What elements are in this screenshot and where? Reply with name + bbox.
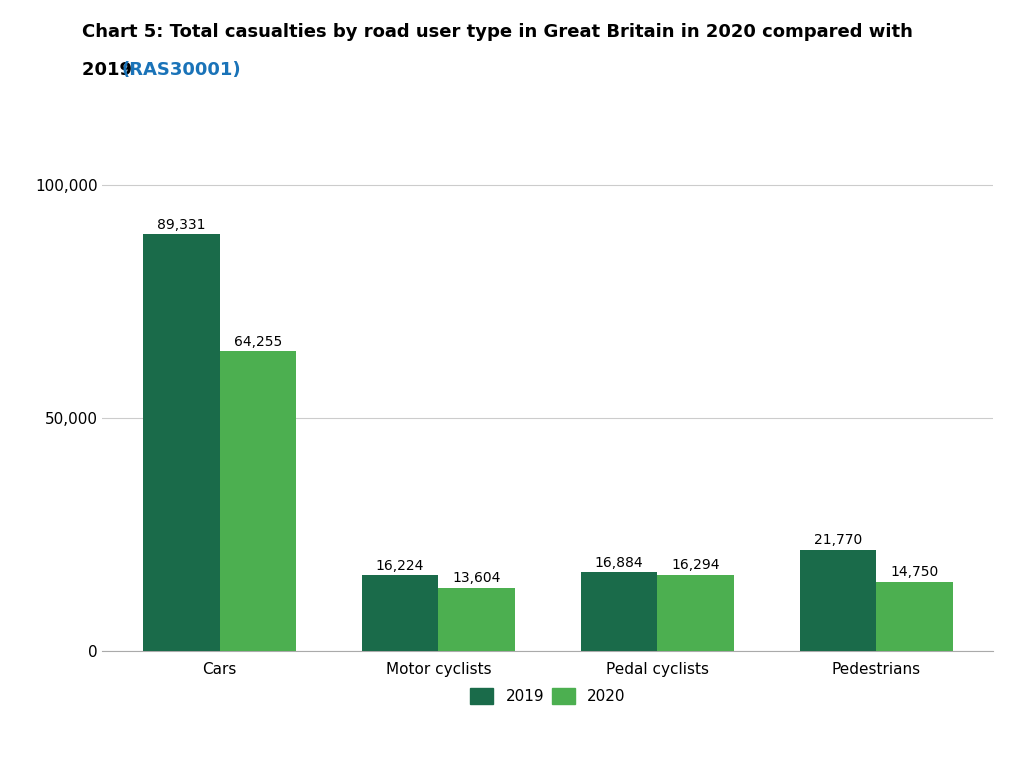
Bar bbox=[361, 575, 438, 651]
Text: 64,255: 64,255 bbox=[233, 335, 282, 349]
Bar bbox=[581, 572, 657, 651]
Text: 13,604: 13,604 bbox=[453, 571, 501, 584]
Text: 21,770: 21,770 bbox=[814, 532, 862, 547]
Bar bbox=[438, 588, 515, 651]
Bar bbox=[143, 234, 219, 651]
Text: 2019: 2019 bbox=[82, 61, 138, 79]
Text: 89,331: 89,331 bbox=[157, 218, 206, 231]
Bar bbox=[657, 575, 734, 651]
Bar bbox=[219, 352, 296, 651]
Text: 14,750: 14,750 bbox=[890, 565, 939, 580]
Text: 16,294: 16,294 bbox=[672, 558, 720, 572]
Text: (RAS30001): (RAS30001) bbox=[122, 61, 242, 79]
Text: Chart 5: Total casualties by road user type in Great Britain in 2020 compared wi: Chart 5: Total casualties by road user t… bbox=[82, 23, 912, 41]
Bar bbox=[800, 549, 877, 651]
Text: 16,224: 16,224 bbox=[376, 558, 424, 573]
Bar bbox=[877, 582, 952, 651]
Legend: 2019, 2020: 2019, 2020 bbox=[464, 682, 632, 710]
Text: 16,884: 16,884 bbox=[595, 555, 643, 570]
